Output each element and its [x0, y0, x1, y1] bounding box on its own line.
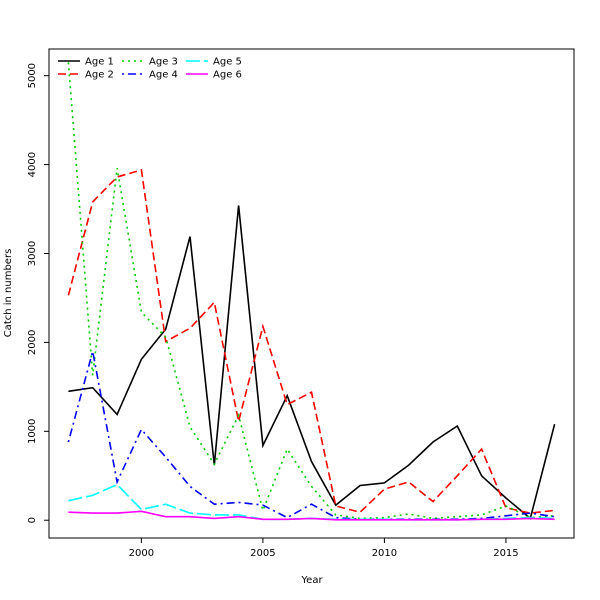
legend-label: Age 1: [85, 57, 114, 68]
legend-label: Age 5: [213, 57, 242, 68]
y-tick-label: 0: [27, 517, 38, 523]
x-axis: 2000 2005 2010 2015: [129, 537, 519, 559]
series-line-age-4: [67, 351, 555, 521]
plot-frame: [48, 48, 575, 539]
legend-label: Age 4: [149, 70, 178, 81]
y-axis-title: Catch in numbers: [3, 249, 14, 338]
x-axis-title: Year: [300, 575, 323, 586]
x-tick-label: 2000: [129, 548, 154, 559]
y-tick-label: 3000: [27, 241, 38, 266]
x-tick-label: 2010: [372, 548, 397, 559]
y-tick-label: 2000: [27, 330, 38, 355]
series-line-age-6: [68, 510, 555, 521]
legend-label: Age 2: [85, 70, 114, 81]
x-tick-label: 2015: [493, 548, 518, 559]
y-tick-label: 5000: [27, 63, 38, 88]
legend-label: Age 3: [149, 57, 178, 68]
legend: Age 1 Age 2 Age 3 Age 4 Age 5 Age 6: [58, 57, 242, 81]
y-axis: 0 1000 2000 3000 4000 5000: [27, 63, 50, 523]
y-tick-label: 4000: [27, 152, 38, 177]
legend-label: Age 6: [213, 70, 242, 81]
series-line-age-1: [68, 205, 556, 520]
y-tick-label: 1000: [27, 419, 38, 444]
series-line-age-5: [68, 483, 555, 521]
x-tick-label: 2005: [250, 548, 275, 559]
series-line-age-2: [67, 168, 555, 514]
series-layer: [67, 62, 556, 521]
series-line-age-3: [67, 62, 555, 520]
